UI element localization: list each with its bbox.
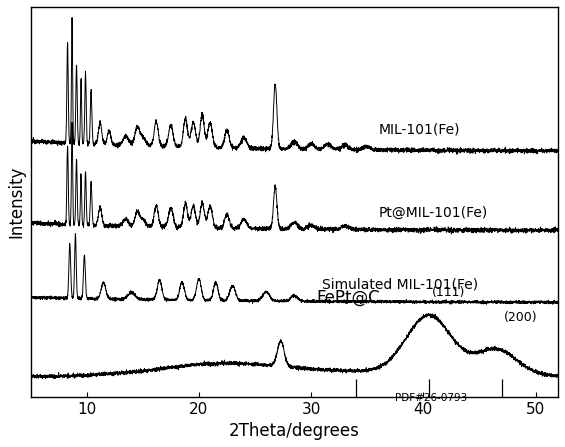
Text: FePt@C: FePt@C — [317, 288, 380, 307]
Text: MIL-101(Fe): MIL-101(Fe) — [379, 123, 460, 137]
X-axis label: 2Theta/degrees: 2Theta/degrees — [229, 422, 360, 440]
Text: Pt@MIL-101(Fe): Pt@MIL-101(Fe) — [379, 206, 488, 220]
Y-axis label: Intensity: Intensity — [7, 165, 25, 238]
Text: Simulated MIL-101(Fe): Simulated MIL-101(Fe) — [323, 278, 479, 292]
Text: (200): (200) — [504, 312, 538, 325]
Text: (111): (111) — [432, 286, 466, 299]
Text: PDF#26-0793: PDF#26-0793 — [396, 393, 468, 403]
